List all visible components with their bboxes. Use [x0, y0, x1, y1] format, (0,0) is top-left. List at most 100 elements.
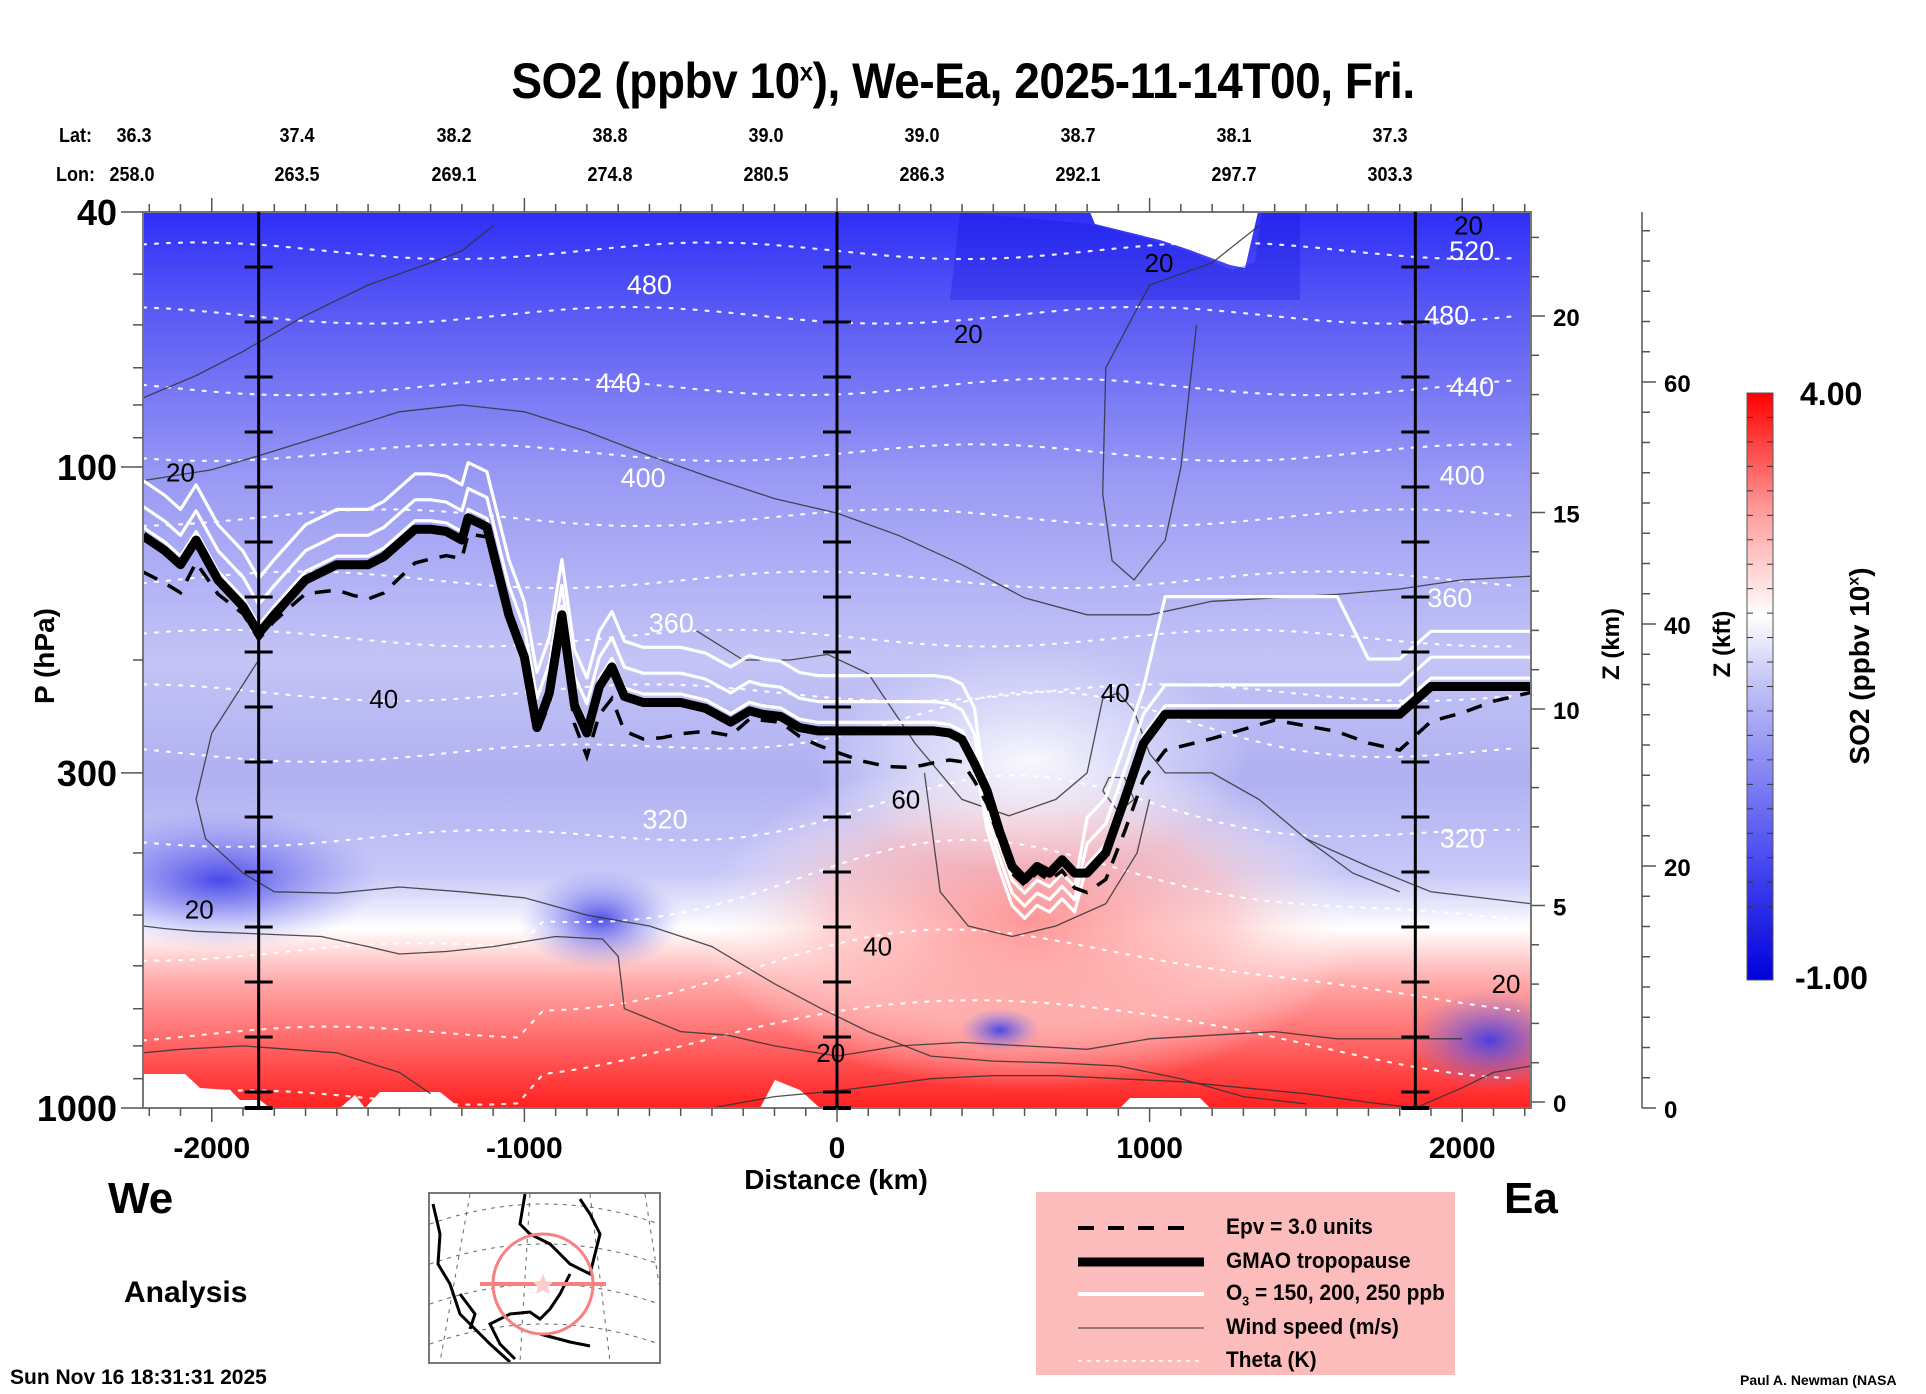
lon-value: 303.3 — [1367, 164, 1413, 186]
colorbar-label: SO2 (ppbv 10x) — [1844, 546, 1876, 786]
wind-contour — [143, 1045, 431, 1095]
z-kft-tick-label: 20 — [1664, 855, 1691, 882]
z-km-tick-label: 20 — [1553, 305, 1580, 332]
epv-contour-line — [143, 531, 1531, 895]
lat-value: 39.0 — [748, 125, 784, 147]
wind-contour — [711, 1065, 1531, 1108]
lat-value: 38.1 — [1216, 125, 1252, 147]
credit: Paul A. Newman (NASA — [1740, 1372, 1897, 1388]
lat-value: 37.3 — [1372, 125, 1408, 147]
wind-speed-label: 20 — [1492, 969, 1521, 999]
so2-top-dark — [950, 212, 1300, 300]
colorbar-label-close: ) — [1844, 567, 1875, 577]
tropopause-path — [143, 513, 1531, 884]
colorbar — [1746, 392, 1774, 981]
legend: Epv = 3.0 units GMAO tropopause O3 = 150… — [1036, 1192, 1455, 1375]
theta-contour — [143, 443, 1520, 463]
theta-contour — [143, 377, 1520, 397]
wind-speed-label: 20 — [954, 319, 983, 349]
wind-contour — [695, 630, 1531, 905]
theta-contour — [143, 241, 1520, 261]
z-km-tick-label: 15 — [1553, 502, 1580, 529]
lat-value: 36.3 — [116, 125, 152, 147]
inset-map — [428, 1192, 661, 1364]
theta-label: 480 — [627, 270, 672, 300]
y-axis-label: P (hPa) — [29, 608, 60, 704]
wind-contour — [1305, 838, 1400, 893]
x-tick-label: 1000 — [1116, 1132, 1183, 1165]
wind-speed-contours — [143, 225, 1531, 1108]
legend-label-wind: Wind speed (m/s) — [1226, 1314, 1399, 1339]
wind-speed-label: 20 — [185, 894, 214, 924]
legend-label-tropopause: GMAO tropopause — [1226, 1248, 1411, 1273]
map-center-star — [533, 1274, 553, 1294]
so2-high-center — [700, 750, 1360, 1090]
below-ground-east — [1120, 1098, 1210, 1108]
lon-value: 269.1 — [431, 164, 477, 186]
map-coast-west — [431, 1203, 512, 1362]
wind-speed-label: 60 — [891, 784, 920, 814]
theta-label: 360 — [649, 608, 694, 638]
z-kft-tick-label: 60 — [1664, 371, 1691, 398]
chart-title: SO2 (ppbv 10x), We-Ea, 2025-11-14T00, Fr… — [511, 53, 1415, 109]
lat-value: 37.4 — [279, 125, 315, 147]
theta-label: 400 — [621, 463, 666, 493]
lon-value: 297.7 — [1211, 164, 1257, 186]
wind-contour — [143, 925, 1463, 1057]
lon-value: 258.0 — [109, 164, 155, 186]
map-coast-east — [487, 1194, 602, 1361]
wind-contour — [1102, 225, 1260, 581]
lat-value: 39.0 — [904, 125, 940, 147]
theta-contour — [143, 838, 1520, 962]
x-tick-label: -2000 — [173, 1132, 250, 1165]
so2-white-region — [810, 650, 1250, 870]
theta-contour — [143, 690, 1520, 764]
legend-ozone-o: O — [1226, 1280, 1243, 1305]
x-axis-label: Distance (km) — [744, 1164, 928, 1195]
theta-label: 400 — [1440, 460, 1485, 490]
wind-contour — [143, 225, 494, 399]
x-axis: -2000 -1000 0 1000 2000 — [148, 198, 1526, 1165]
vertical-markers — [244, 212, 1430, 1110]
theta-contour — [143, 305, 1520, 325]
inset-map-svg — [430, 1194, 659, 1362]
wind-speed-label: 20 — [166, 458, 195, 488]
epv-contour — [143, 531, 1531, 895]
ozone-contour — [143, 461, 1531, 895]
y-tick-label: 40 — [77, 192, 117, 233]
so2-low-blob-mid — [520, 870, 680, 970]
west-label: We — [108, 1174, 174, 1223]
x-tick-label: 2000 — [1429, 1132, 1496, 1165]
colorbar-label-main: SO2 (ppbv 10 — [1844, 585, 1875, 765]
z-km-tick-label: 0 — [1553, 1091, 1566, 1118]
lon-value: 292.1 — [1055, 164, 1101, 186]
legend-label-theta: Theta (K) — [1226, 1347, 1317, 1372]
so2-low-blob-surface — [960, 1008, 1040, 1052]
z-km-tick-label: 10 — [1553, 698, 1580, 725]
theta-label: 440 — [596, 368, 641, 398]
wind-speed-label: 40 — [1101, 678, 1130, 708]
legend-ozone-rest: = 150, 200, 250 ppb — [1249, 1280, 1445, 1305]
tropopause-line — [143, 513, 1531, 884]
lon-value: 274.8 — [587, 164, 633, 186]
x-tick-label: 0 — [829, 1132, 846, 1165]
lon-value: 280.5 — [743, 164, 789, 186]
colorbar-label-sup: x — [1845, 576, 1863, 586]
theta-label: 360 — [1427, 583, 1472, 613]
theta-label: 520 — [1449, 236, 1494, 266]
wind-speed-label: 20 — [1145, 248, 1174, 278]
so2-low-blob-east — [1410, 990, 1531, 1090]
colorbar-min-label: -1.00 — [1795, 960, 1868, 996]
legend-label-epv: Epv = 3.0 units — [1226, 1214, 1373, 1239]
theta-contour — [143, 683, 1520, 703]
wind-contour — [923, 772, 1151, 938]
theta-contour — [143, 628, 1520, 648]
wind-speed-label: 20 — [816, 1038, 845, 1068]
lon-label: Lon: — [56, 164, 95, 186]
lon-value: 286.3 — [899, 164, 945, 186]
run-type-label: Analysis — [124, 1276, 248, 1309]
contour-labels: 480 440 400 360 320 520 480 440 400 360 320 20 40 20 2… — [166, 212, 1521, 1068]
map-caribbean — [539, 1332, 591, 1348]
east-label: Ea — [1504, 1174, 1558, 1223]
